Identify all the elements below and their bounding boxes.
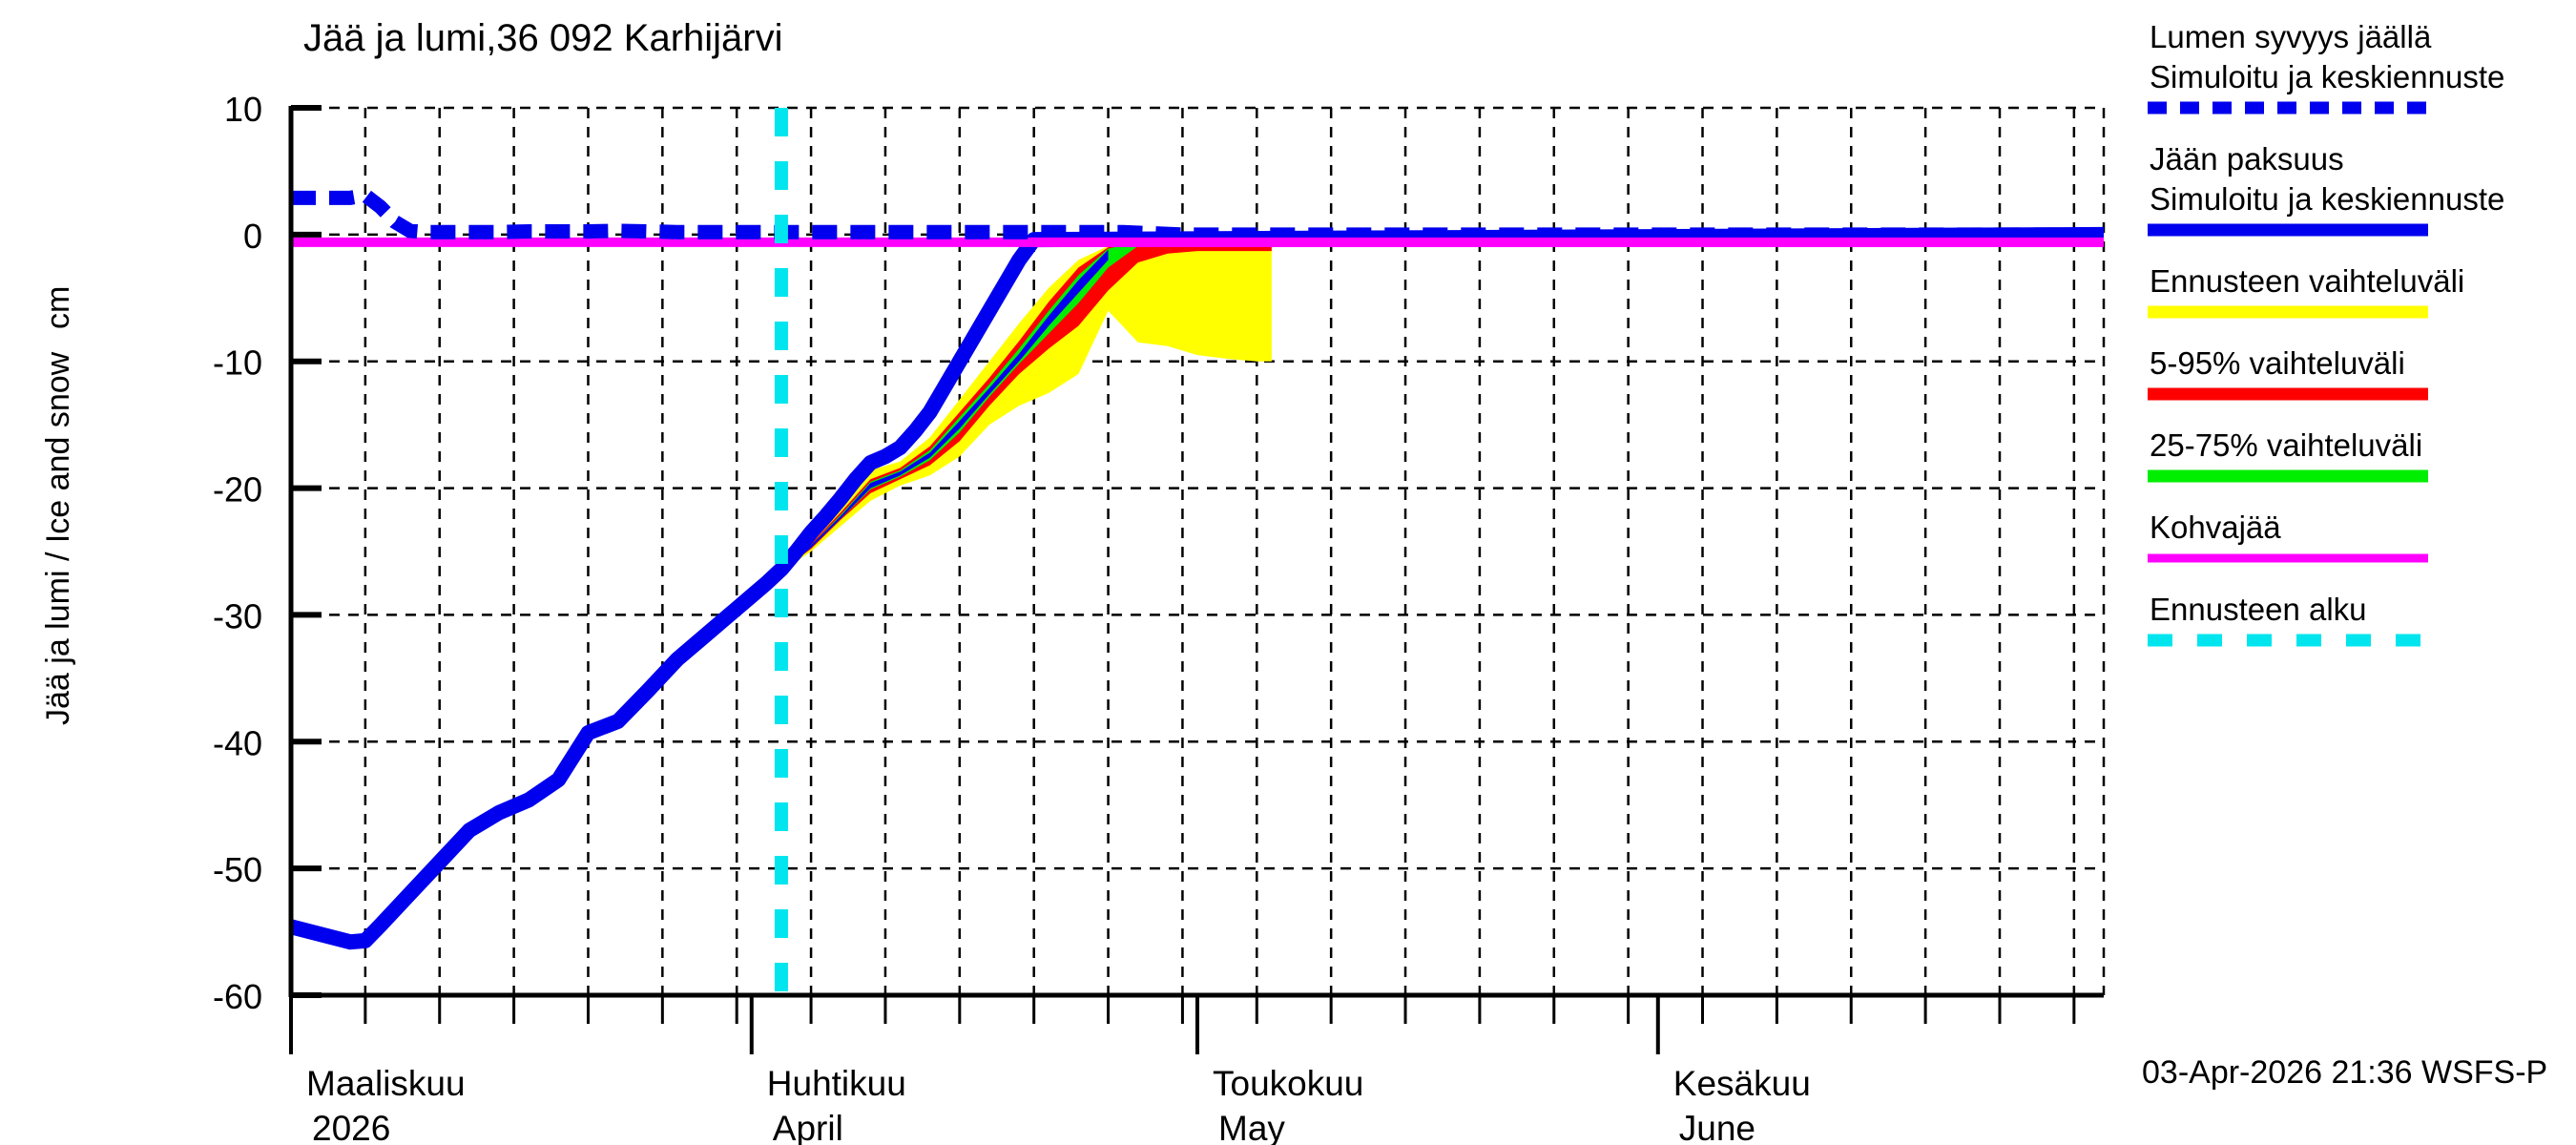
y-tick-label: -50 xyxy=(213,850,262,889)
x-month-label-en: May xyxy=(1218,1109,1285,1145)
timestamp: 03-Apr-2026 21:36 WSFS-P xyxy=(2142,1054,2547,1091)
x-month-label-fi: Kesäkuu xyxy=(1673,1064,1811,1103)
y-axis-title: Jää ja lumi / Ice and snow xyxy=(40,351,76,725)
legend-label: Ennusteen vaihteluväli xyxy=(2150,263,2464,299)
x-month-label-fi: Toukokuu xyxy=(1213,1064,1363,1103)
y-tick-labels: 10 0 -10 -20 -30 -40 -50 -60 xyxy=(213,90,262,1016)
tick-marks xyxy=(289,105,2076,1054)
chart-legend: Lumen syvyys jäällä Simuloitu ja keskienn… xyxy=(2148,19,2504,647)
legend-label: Ennusteen alku xyxy=(2150,592,2367,627)
x-month-label-en: April xyxy=(773,1109,843,1145)
forecast-band xyxy=(780,249,1109,573)
x-month-label-en: June xyxy=(1679,1109,1755,1145)
y-tick-label: 10 xyxy=(224,90,262,129)
x-month-label-en: 2026 xyxy=(312,1109,390,1145)
ice-thickness-line xyxy=(289,226,2104,950)
legend-label: Lumen syvyys jäällä xyxy=(2150,19,2432,54)
data-series-layer xyxy=(289,187,2104,950)
legend-label: Kohvajää xyxy=(2150,510,2281,545)
legend-label: Jään paksuus xyxy=(2150,141,2344,177)
x-month-label-fi: Huhtikuu xyxy=(767,1064,906,1103)
y-tick-label: -40 xyxy=(213,723,262,762)
legend-sublabel: Simuloitu ja keskiennuste xyxy=(2150,59,2504,94)
x-month-label-fi: Maaliskuu xyxy=(306,1064,466,1103)
y-tick-label: -30 xyxy=(213,596,262,635)
y-tick-label: -10 xyxy=(213,344,262,383)
legend-label: 5-95% vaihteluväli xyxy=(2150,345,2405,381)
y-tick-label: -60 xyxy=(213,977,262,1016)
y-axis-unit: cm xyxy=(40,286,76,329)
legend-label: 25-75% vaihteluväli xyxy=(2150,427,2422,463)
y-tick-label: 0 xyxy=(243,217,262,256)
forecast-band xyxy=(780,241,1272,572)
x-axis-month-labels: Maaliskuu 2026 Huhtikuu April Toukokuu May Kes… xyxy=(306,1064,1811,1145)
page-title: Jää ja lumi,36 092 Karhijärvi xyxy=(303,17,783,59)
legend-sublabel: Simuloitu ja keskiennuste xyxy=(2150,181,2504,217)
y-tick-label: -20 xyxy=(213,470,262,510)
